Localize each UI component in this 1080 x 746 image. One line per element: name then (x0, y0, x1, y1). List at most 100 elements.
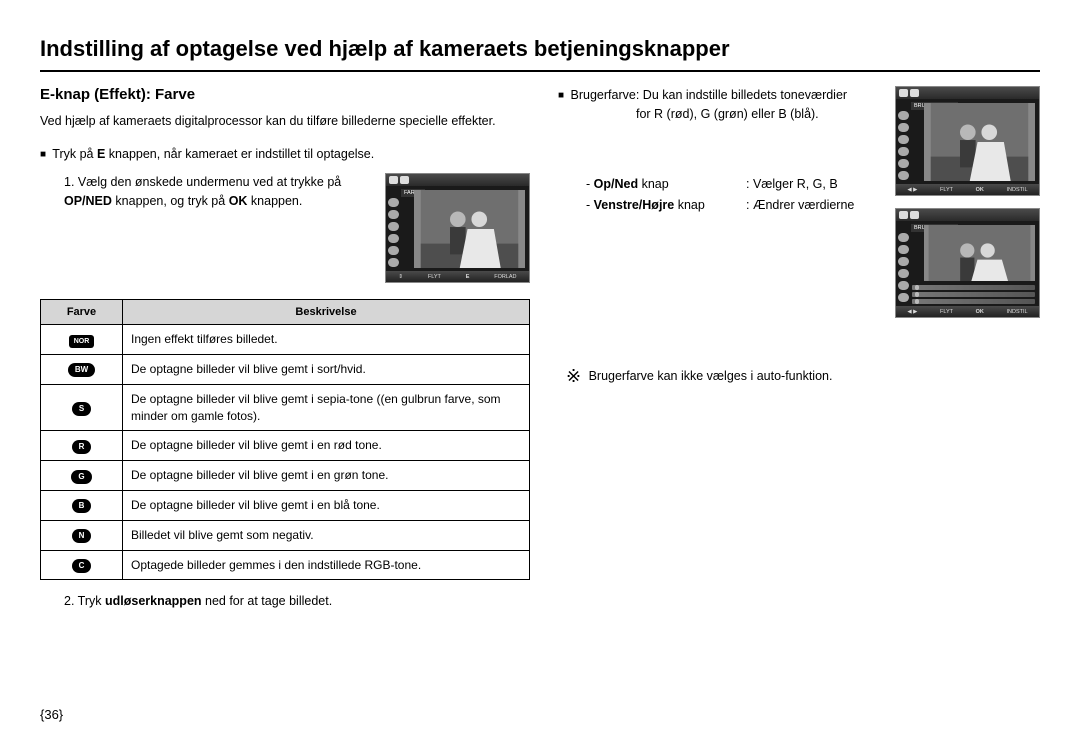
slider-r (912, 285, 1035, 290)
lcd-e-label: E (466, 274, 470, 280)
lcd-side-icon (898, 135, 909, 144)
dash: - (586, 177, 594, 191)
step2-pre: 2. Tryk (64, 594, 105, 608)
step2-k: udløserknappen (105, 594, 202, 608)
lcd-flyt-label: FLYT (428, 274, 441, 280)
lcd-side-icons (898, 111, 909, 180)
lcd-status-icon (400, 176, 409, 184)
lcd-topbar (896, 87, 1039, 99)
table-row: COptagede billeder gemmes i den indstill… (41, 550, 530, 580)
lcd-side-icons (388, 198, 399, 267)
usercolor-section: ■ Brugerfarve: Du kan indstille billedet… (558, 86, 1040, 318)
lcd-screenshot-farve: FARVE (385, 173, 530, 283)
lcd-indstil-label: INDSTIL (1007, 309, 1028, 315)
color-badge-g: G (71, 470, 91, 484)
lcd-arrow-icon: ◀ ▶ (907, 309, 917, 315)
right-column: ■ Brugerfarve: Du kan indstille billedet… (558, 86, 1040, 608)
color-badge-b: B (72, 499, 92, 513)
table-header-farve: Farve (41, 300, 123, 325)
note-text: Brugerfarve kan ikke vælges i auto-funkt… (589, 369, 833, 383)
lcd-status-icon (910, 211, 919, 219)
lcd-side-icon (898, 147, 909, 156)
lr-key: Venstre/Højre (594, 198, 675, 212)
lcd-side-icon (898, 245, 909, 254)
color-badge-n: N (72, 529, 92, 543)
press-e-post: knappen, når kameraet er indstillet til … (105, 147, 374, 161)
upDown-post: knap (638, 177, 669, 191)
table-row: S De optagne billeder vil blive gemt i se… (41, 384, 530, 431)
lcd-flyt-label: FLYT (940, 187, 953, 193)
lcd-forlad-label: FORLAD (494, 274, 516, 280)
step1-post: knappen. (247, 194, 302, 208)
lcd-flyt-label: FLYT (940, 309, 953, 315)
lcd-arrow-icon: ◀ ▶ (907, 187, 917, 193)
lcd-preview-image (924, 103, 1035, 181)
table-row: BWDe optagne billeder vil blive gemt i s… (41, 355, 530, 385)
page-number: {36} (40, 707, 63, 722)
lcd-status-icon (910, 89, 919, 97)
content-columns: E-knap (Effekt): Farve Ved hjælp af kame… (40, 86, 1040, 608)
key-functions: - Op/Ned knap : Vælger R, G, B - Venstre… (558, 174, 879, 217)
slider-g (912, 292, 1035, 297)
step-2-text: 2. Tryk udløserknappen ned for at tage b… (40, 594, 530, 608)
step1-k2: OK (229, 194, 248, 208)
lcd-side-icon (898, 111, 909, 120)
step1-mid: knappen, og tryk på (112, 194, 229, 208)
section-subtitle: E-knap (Effekt): Farve (40, 86, 530, 103)
upDown-value: : Vælger R, G, B (746, 174, 838, 195)
step1-lcd-thumb: FARVE (385, 173, 530, 283)
lcd-side-icon (388, 246, 399, 255)
rgb-sliders (912, 285, 1035, 304)
lcd-side-icon (898, 171, 909, 180)
lcd-side-icon (898, 281, 909, 290)
table-header-beskrivelse: Beskrivelse (123, 300, 530, 325)
table-row: BDe optagne billeder vil blive gemt i en… (41, 491, 530, 521)
color-desc-cell: Ingen effekt tilføres billedet. (123, 325, 530, 355)
lcd-screenshot-brugervalgt-2: BRUGERVALGT (895, 208, 1040, 318)
lcd-ok-label: OK (976, 187, 984, 193)
lcd-side-icon (388, 234, 399, 243)
step-1-text: 1. Vælg den ønskede undermenu ved at try… (40, 173, 377, 283)
bullet-square-icon: ■ (40, 149, 46, 160)
page-title: Indstilling af optagelse ved hjælp af ka… (40, 36, 1040, 72)
lcd-topbar (896, 209, 1039, 221)
color-effects-table: Farve Beskrivelse NORIngen effekt tilfør… (40, 299, 530, 580)
color-desc-cell: De optagne billeder vil blive gemt i sep… (123, 384, 530, 431)
lcd-side-icon (388, 210, 399, 219)
color-badge-s: S (72, 402, 91, 416)
lr-value: : Ændrer værdierne (746, 195, 854, 216)
lcd-preview-image (924, 225, 1035, 281)
usercolor-text: ■ Brugerfarve: Du kan indstille billedet… (558, 86, 879, 318)
upDown-key: Op/Ned (594, 177, 638, 191)
color-badge-c: C (72, 559, 92, 573)
lcd-side-icon (898, 233, 909, 242)
lcd-status-icon (899, 89, 908, 97)
color-icon-cell: B (41, 491, 123, 521)
color-icon-cell: NOR (41, 325, 123, 355)
table-row: NORIngen effekt tilføres billedet. (41, 325, 530, 355)
lcd-side-icon (388, 258, 399, 267)
lcd-arrow-icon: ⇕ (398, 274, 403, 280)
lcd-topbar (386, 174, 529, 186)
color-icon-cell: N (41, 520, 123, 550)
lcd-status-icon (899, 211, 908, 219)
press-e-pre: Tryk på (52, 147, 97, 161)
lcd-side-icon (898, 123, 909, 132)
press-e-instruction: ■ Tryk på E knappen, når kameraet er ind… (40, 145, 530, 164)
lcd-status-icon (389, 176, 398, 184)
usercolor-label: Brugerfarve: (571, 88, 640, 102)
intro-text: Ved hjælp af kameraets digitalprocessor … (40, 113, 530, 131)
lcd-preview-image (414, 190, 525, 268)
lcd-side-icon (388, 198, 399, 207)
color-desc-cell: De optagne billeder vil blive gemt i en … (123, 431, 530, 461)
lcd-bottom-bar: ◀ ▶ FLYT OK INDSTIL (896, 184, 1039, 195)
bullet-square-icon: ■ (558, 90, 564, 101)
slider-b (912, 299, 1035, 304)
color-desc-cell: De optagne billeder vil blive gemt i en … (123, 461, 530, 491)
color-icon-cell: G (41, 461, 123, 491)
step1-pre: 1. Vælg den ønskede undermenu ved at try… (64, 175, 341, 189)
lcd-side-icon (898, 293, 909, 302)
auto-mode-note: ※ Brugerfarve kan ikke vælges i auto-fun… (558, 366, 1040, 387)
color-icon-cell: C (41, 550, 123, 580)
step1-k1: OP/NED (64, 194, 112, 208)
